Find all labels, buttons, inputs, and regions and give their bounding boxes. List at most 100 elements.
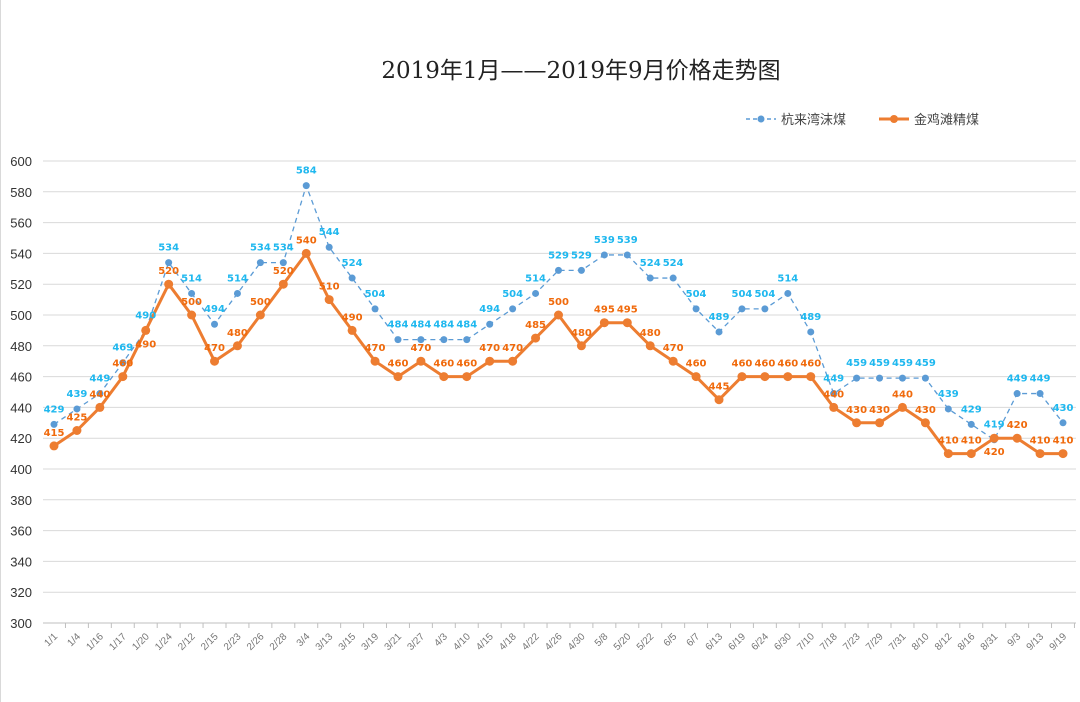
x-tick-label: 8/10: [910, 631, 932, 653]
data-point: [50, 420, 58, 428]
data-label: 460: [112, 359, 133, 370]
data-point: [1036, 390, 1044, 398]
data-point: [72, 426, 82, 435]
x-tick-label: 1/20: [130, 631, 152, 653]
data-label: 415: [44, 428, 65, 439]
data-point: [509, 305, 517, 313]
x-tick-label: 1/17: [107, 631, 129, 653]
data-point: [1012, 433, 1022, 443]
legend-marker: [757, 115, 765, 123]
x-tick-label: 3/4: [295, 631, 313, 649]
data-point: [807, 328, 815, 336]
data-point: [278, 279, 288, 289]
data-label: 490: [135, 339, 156, 350]
x-tick-label: 4/26: [543, 631, 565, 653]
data-point: [485, 356, 495, 366]
legend: 杭来湾沫煤 金鸡滩精煤: [746, 112, 979, 128]
data-label: 584: [296, 166, 317, 177]
data-label: 520: [273, 266, 294, 277]
x-tick-label: 6/24: [749, 631, 771, 653]
data-point: [532, 289, 540, 297]
data-point: [555, 266, 562, 274]
data-label: 449: [823, 374, 844, 385]
data-point: [463, 336, 471, 344]
data-label: 430: [846, 405, 867, 416]
data-label: 480: [571, 328, 592, 339]
x-tick-label: 3/19: [360, 631, 382, 653]
data-label: 524: [342, 258, 363, 269]
x-tick-label: 4/30: [566, 631, 588, 653]
data-label: 440: [892, 389, 913, 400]
data-point: [783, 372, 793, 382]
data-point: [118, 372, 128, 382]
data-point: [531, 333, 541, 343]
y-tick-label: 600: [10, 154, 32, 169]
x-tick-label: 7/10: [795, 631, 817, 653]
data-label: 484: [456, 320, 477, 331]
y-tick-label: 560: [10, 216, 32, 231]
data-point: [668, 356, 678, 366]
data-label: 459: [892, 358, 913, 369]
data-point: [188, 289, 196, 297]
data-label: 544: [319, 227, 340, 238]
data-label: 500: [250, 297, 271, 308]
data-label: 484: [433, 320, 454, 331]
data-point: [921, 374, 929, 382]
y-tick-label: 300: [10, 616, 32, 631]
data-label: 410: [961, 436, 982, 447]
data-label: 460: [777, 359, 798, 370]
data-label: 494: [204, 304, 225, 315]
data-point: [897, 402, 907, 412]
data-point: [966, 449, 976, 459]
data-point: [576, 341, 586, 351]
data-label: 470: [365, 343, 386, 354]
data-point: [599, 318, 609, 328]
data-label: 495: [617, 305, 638, 316]
data-label: 534: [273, 243, 294, 254]
data-point: [1035, 449, 1045, 459]
data-label: 540: [296, 235, 317, 246]
data-label: 460: [456, 359, 477, 370]
y-tick-label: 480: [10, 339, 32, 354]
data-label: 440: [823, 389, 844, 400]
data-label: 504: [502, 289, 523, 300]
x-tick-label: 3/15: [337, 631, 359, 653]
data-label: 489: [800, 312, 821, 323]
y-tick-label: 540: [10, 246, 32, 261]
data-label: 520: [158, 266, 179, 277]
x-tick-label: 1/1: [43, 631, 61, 649]
x-tick-label: 7/31: [887, 631, 909, 653]
data-label: 419: [984, 420, 1005, 431]
data-label: 460: [686, 359, 707, 370]
legend-marker: [890, 115, 898, 123]
data-label: 494: [479, 304, 500, 315]
data-label: 410: [1053, 436, 1074, 447]
data-label: 539: [617, 235, 638, 246]
legend-item-series-0: 杭来湾沫煤: [746, 112, 846, 128]
data-label: 484: [410, 320, 431, 331]
data-label: 539: [594, 235, 615, 246]
legend-label: 金鸡滩精煤: [914, 112, 979, 128]
data-point: [49, 441, 59, 451]
data-label: 430: [1053, 403, 1074, 414]
chart-title: 2019年1月——2019年9月价格走势图: [381, 58, 780, 84]
data-point: [554, 310, 563, 320]
data-point: [1013, 390, 1021, 398]
data-label: 420: [984, 447, 1005, 458]
data-point: [645, 341, 655, 351]
data-point: [187, 310, 197, 320]
x-tick-label: 3/13: [314, 631, 336, 653]
data-label: 420: [1007, 420, 1028, 431]
x-tick-label: 2/28: [268, 631, 290, 653]
data-label: 534: [158, 243, 179, 254]
x-tick-label: 3/21: [383, 631, 405, 653]
data-point: [417, 336, 425, 344]
data-point: [830, 390, 838, 398]
data-point: [669, 274, 677, 282]
data-point: [256, 259, 264, 267]
x-tick-label: 4/15: [474, 631, 496, 653]
data-point: [577, 266, 585, 274]
data-label: 514: [181, 273, 202, 284]
data-point: [967, 420, 975, 428]
